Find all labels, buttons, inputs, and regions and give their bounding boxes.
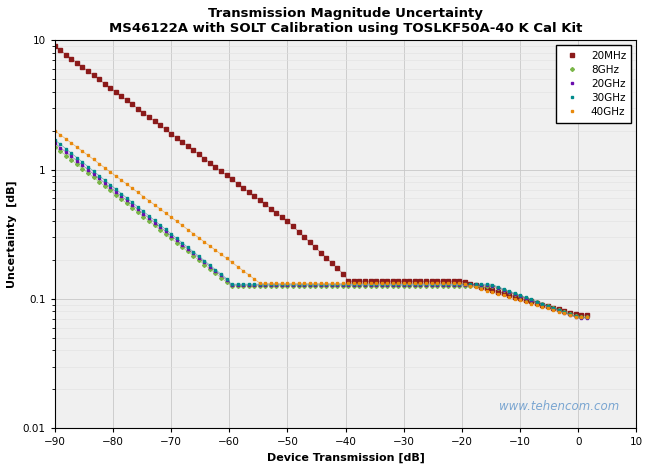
20MHz	[203, 158, 211, 164]
20GHz	[203, 262, 211, 267]
40GHz	[51, 128, 58, 133]
Line: 40GHz: 40GHz	[53, 129, 591, 319]
Line: 20MHz: 20MHz	[53, 45, 591, 317]
8GHz	[586, 314, 593, 320]
Title: Transmission Magnitude Uncertainty
MS46122A with SOLT Calibration using TOSLKF50: Transmission Magnitude Uncertainty MS461…	[109, 7, 582, 35]
8GHz	[80, 167, 88, 172]
Text: www.tehencom.com: www.tehencom.com	[499, 400, 619, 413]
40GHz	[80, 149, 88, 155]
20GHz	[364, 282, 372, 288]
30GHz	[364, 282, 372, 287]
30GHz	[80, 160, 88, 166]
20GHz	[80, 164, 88, 169]
30GHz	[188, 248, 196, 253]
X-axis label: Device Transmission [dB]: Device Transmission [dB]	[266, 453, 424, 463]
30GHz	[183, 243, 190, 249]
20MHz	[51, 43, 58, 49]
Y-axis label: Uncertainty  [dB]: Uncertainty [dB]	[7, 180, 17, 288]
20MHz	[586, 312, 593, 318]
Legend: 20MHz, 8GHz, 20GHz, 30GHz, 40GHz: 20MHz, 8GHz, 20GHz, 30GHz, 40GHz	[556, 46, 631, 123]
20GHz	[586, 315, 593, 321]
20MHz	[80, 65, 88, 71]
30GHz	[51, 137, 58, 142]
20MHz	[196, 153, 204, 158]
8GHz	[575, 314, 582, 320]
40GHz	[586, 314, 593, 320]
40GHz	[196, 236, 204, 242]
20MHz	[188, 147, 196, 152]
Line: 30GHz: 30GHz	[53, 138, 591, 319]
40GHz	[575, 314, 582, 320]
8GHz	[364, 283, 372, 289]
20GHz	[183, 245, 190, 251]
40GHz	[183, 226, 190, 231]
30GHz	[575, 314, 582, 320]
8GHz	[203, 264, 211, 269]
8GHz	[188, 252, 196, 258]
20GHz	[51, 141, 58, 146]
30GHz	[203, 260, 211, 266]
8GHz	[183, 248, 190, 253]
40GHz	[203, 241, 211, 247]
8GHz	[196, 258, 204, 264]
8GHz	[51, 144, 58, 149]
Line: 20GHz: 20GHz	[53, 142, 591, 320]
20GHz	[188, 250, 196, 255]
30GHz	[196, 254, 204, 260]
20MHz	[183, 142, 190, 148]
20GHz	[196, 256, 204, 262]
40GHz	[364, 281, 372, 286]
20MHz	[364, 278, 372, 284]
40GHz	[188, 230, 196, 235]
Line: 8GHz: 8GHz	[53, 145, 591, 319]
20GHz	[575, 315, 582, 321]
20MHz	[575, 312, 582, 318]
30GHz	[586, 314, 593, 320]
